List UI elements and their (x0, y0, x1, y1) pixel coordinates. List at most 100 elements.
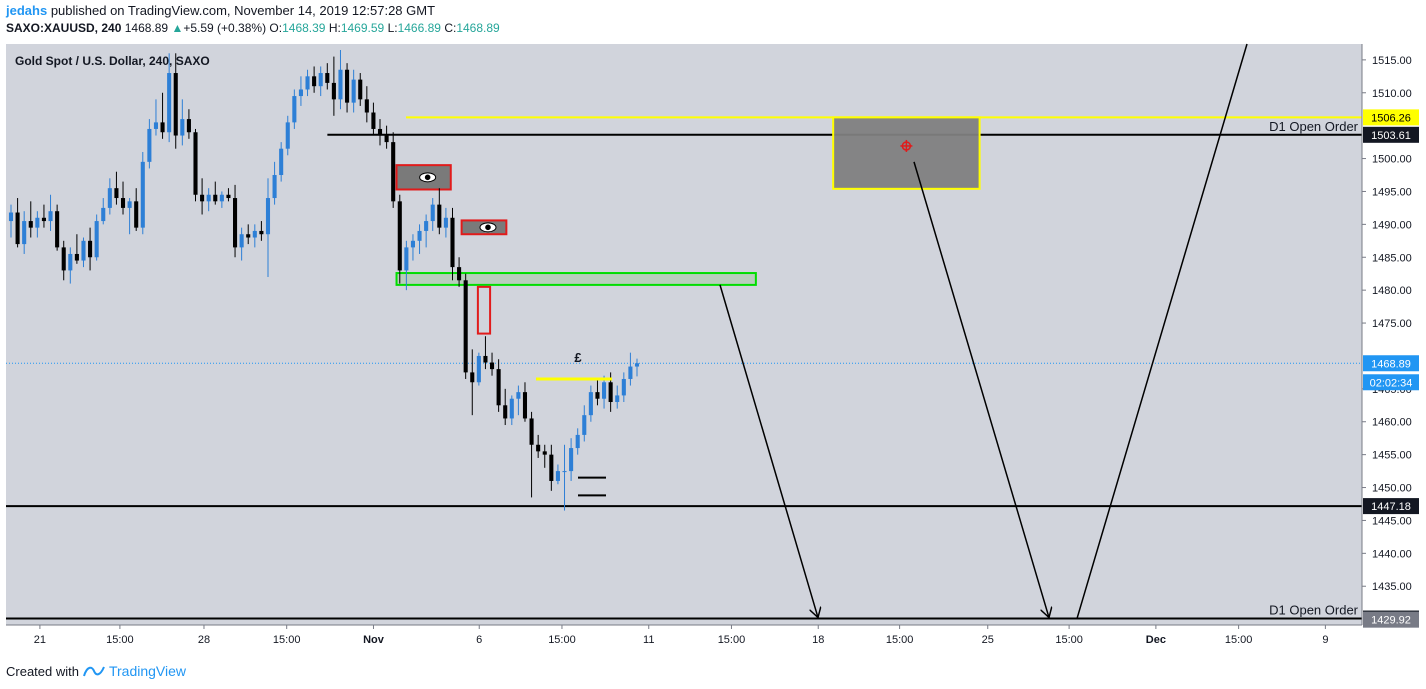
candle[interactable] (246, 224, 251, 245)
candle[interactable] (496, 359, 501, 412)
candle[interactable] (457, 257, 462, 287)
candle[interactable] (94, 214, 99, 261)
candle[interactable] (569, 438, 574, 481)
candle[interactable] (200, 178, 205, 215)
tradingview-brand[interactable]: TradingView (108, 663, 187, 679)
candle[interactable] (312, 66, 317, 93)
candle[interactable] (285, 115, 290, 156)
candle[interactable] (147, 119, 152, 169)
candle[interactable] (615, 385, 620, 409)
candle[interactable] (470, 349, 475, 416)
candle[interactable] (279, 142, 284, 182)
candle[interactable] (265, 178, 271, 277)
candle[interactable] (450, 207, 455, 281)
candle[interactable] (509, 395, 514, 426)
candle[interactable] (22, 211, 27, 254)
candle[interactable] (437, 188, 442, 235)
candle[interactable] (628, 352, 633, 386)
candle[interactable] (404, 240, 409, 291)
candle[interactable] (358, 73, 363, 106)
projection-arrow[interactable] (719, 284, 818, 618)
candle[interactable] (621, 372, 626, 403)
candle[interactable] (549, 444, 554, 491)
candle[interactable] (516, 385, 521, 416)
time-axis[interactable] (6, 625, 1362, 655)
candle[interactable] (443, 207, 448, 238)
candle[interactable] (219, 191, 224, 208)
candle[interactable] (88, 227, 93, 271)
candle[interactable] (61, 240, 66, 281)
candle[interactable] (305, 69, 310, 97)
candle[interactable] (391, 132, 396, 208)
candle[interactable] (542, 444, 547, 468)
candle[interactable] (371, 102, 376, 136)
candle[interactable] (331, 56, 336, 116)
candle[interactable] (160, 92, 165, 139)
candle[interactable] (483, 336, 488, 370)
candle[interactable] (140, 151, 145, 235)
candle[interactable] (81, 237, 86, 268)
candle[interactable] (602, 375, 607, 409)
candle[interactable] (345, 63, 350, 113)
candle[interactable] (588, 385, 593, 422)
candle[interactable] (364, 86, 369, 123)
demand-zone-box[interactable] (395, 272, 757, 286)
candle[interactable] (351, 69, 356, 113)
candle[interactable] (595, 378, 600, 406)
candle[interactable] (68, 247, 73, 284)
candle[interactable] (173, 53, 178, 149)
candle[interactable] (529, 411, 534, 498)
candle[interactable] (127, 198, 132, 235)
candle[interactable] (239, 227, 244, 261)
candle[interactable] (424, 214, 429, 248)
projection-arrow[interactable] (913, 161, 1049, 618)
supply-zone-box[interactable] (832, 116, 981, 190)
candle[interactable] (634, 358, 640, 377)
candle[interactable] (397, 194, 402, 284)
candle[interactable] (167, 53, 172, 143)
candle[interactable] (107, 178, 112, 215)
candle[interactable] (384, 125, 389, 149)
projection-line-up[interactable] (1076, 43, 1248, 619)
candle[interactable] (193, 128, 198, 202)
candle[interactable] (272, 161, 277, 205)
candle[interactable] (226, 188, 231, 202)
candle[interactable] (292, 89, 297, 129)
candle[interactable] (259, 221, 264, 241)
candle[interactable] (489, 352, 495, 376)
candle[interactable] (410, 234, 416, 261)
candle[interactable] (213, 181, 218, 205)
candle[interactable] (562, 444, 567, 511)
red-box-zone[interactable] (476, 285, 492, 335)
candle[interactable] (536, 434, 541, 458)
candle[interactable] (325, 63, 330, 90)
candle[interactable] (74, 234, 79, 264)
candle[interactable] (186, 109, 191, 139)
candle[interactable] (35, 211, 40, 238)
candle[interactable] (338, 50, 343, 110)
candle[interactable] (430, 198, 435, 231)
candle[interactable] (503, 388, 508, 426)
candle[interactable] (582, 405, 587, 442)
candle[interactable] (120, 181, 126, 215)
candle[interactable] (153, 99, 159, 136)
author-name[interactable]: jedahs (6, 3, 48, 18)
candle[interactable] (463, 273, 468, 379)
candle[interactable] (417, 224, 422, 254)
candle[interactable] (55, 204, 60, 251)
candle[interactable] (114, 171, 119, 205)
candle[interactable] (575, 428, 580, 455)
candle[interactable] (180, 99, 185, 146)
candle[interactable] (41, 204, 46, 228)
candle[interactable] (318, 66, 323, 97)
candle[interactable] (206, 188, 211, 212)
candle[interactable] (522, 382, 528, 422)
candle[interactable] (48, 194, 53, 231)
candle[interactable] (252, 224, 257, 248)
candle[interactable] (8, 204, 14, 238)
candle[interactable] (298, 76, 303, 106)
candle[interactable] (232, 184, 238, 258)
candle[interactable] (15, 198, 20, 248)
candle[interactable] (134, 188, 139, 231)
